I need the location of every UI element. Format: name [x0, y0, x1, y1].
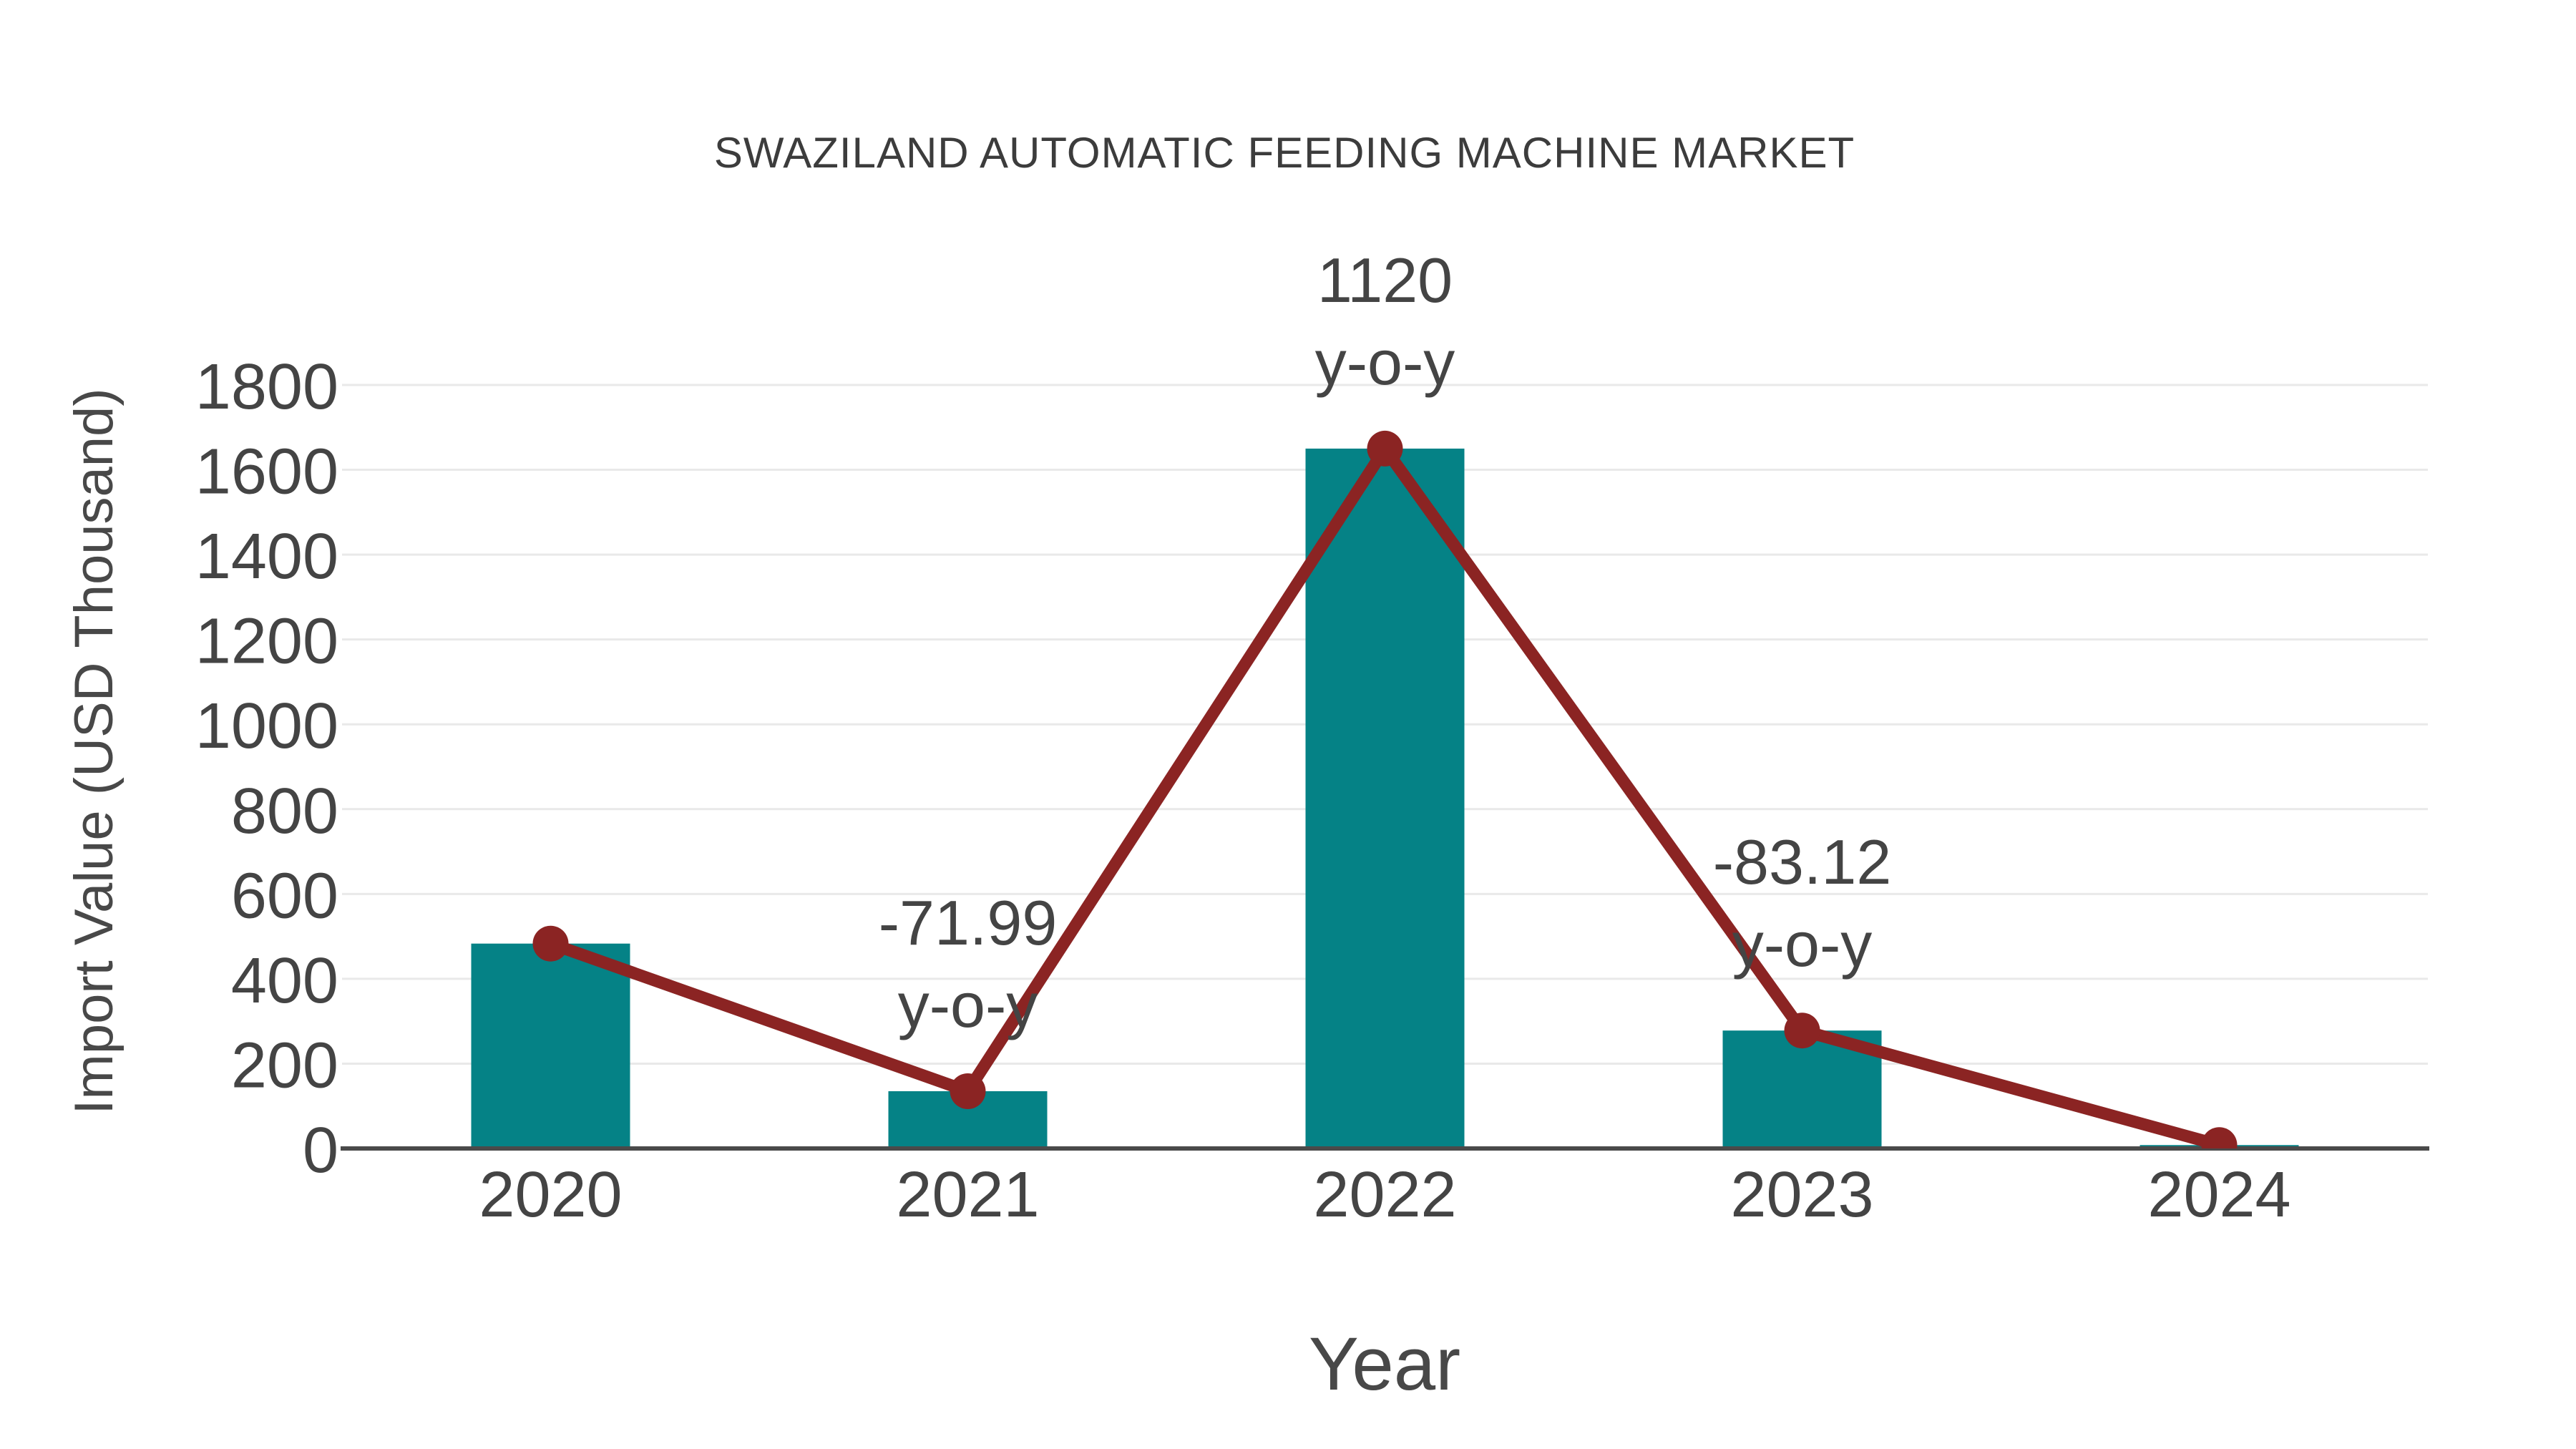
bar-series: [471, 448, 2299, 1148]
annotation-2021-unit: y-o-y: [898, 970, 1038, 1040]
bar-2022: [1305, 448, 1465, 1148]
data-point-2020: [532, 925, 569, 962]
x-tick-label-2023: 2023: [1730, 1159, 1873, 1231]
yoy-annotations: -71.99 y-o-y 1120 y-o-y -83.12 y-o-y: [879, 245, 1892, 1040]
chart-title: SWAZILAND AUTOMATIC FEEDING MACHINE MARK…: [714, 129, 1855, 177]
y-tick-label-600: 600: [231, 860, 338, 932]
x-axis-title: Year: [1309, 1322, 1460, 1406]
y-tick-label-400: 400: [231, 945, 338, 1017]
y-tick-label-0: 0: [303, 1115, 338, 1186]
y-tick-label-1200: 1200: [195, 606, 338, 678]
x-tick-label-2022: 2022: [1313, 1159, 1456, 1231]
y-axis-tick-labels: 0 200 400 600 800 1000 1200 1400 1600 1800: [195, 351, 338, 1186]
annotation-2021-value: -71.99: [879, 887, 1058, 958]
y-tick-label-1400: 1400: [195, 521, 338, 592]
x-tick-label-2020: 2020: [479, 1159, 622, 1231]
data-point-2023: [1784, 1013, 1820, 1049]
annotation-2022-value: 1120: [1317, 245, 1453, 316]
data-point-2022: [1367, 430, 1403, 467]
data-point-2024: [2201, 1127, 2238, 1148]
x-tick-label-2024: 2024: [2147, 1159, 2290, 1231]
data-point-2021: [950, 1073, 986, 1109]
y-tick-label-200: 200: [231, 1030, 338, 1101]
y-tick-label-1800: 1800: [195, 351, 338, 423]
y-axis-title: Import Value (USD Thousand): [64, 388, 125, 1114]
x-axis-tick-labels: 2020 2021 2022 2023 2024: [479, 1159, 2290, 1231]
y-tick-label-1600: 1600: [195, 436, 338, 508]
trend-line-series: [532, 430, 2238, 1148]
y-tick-label-800: 800: [231, 776, 338, 847]
annotation-2023-value: -83.12: [1713, 826, 1892, 897]
y-tick-label-1000: 1000: [195, 691, 338, 762]
x-tick-label-2021: 2021: [896, 1159, 1039, 1231]
annotation-2023-unit: y-o-y: [1732, 909, 1873, 980]
annotation-2022-unit: y-o-y: [1315, 327, 1455, 398]
bar-2020: [471, 943, 630, 1148]
